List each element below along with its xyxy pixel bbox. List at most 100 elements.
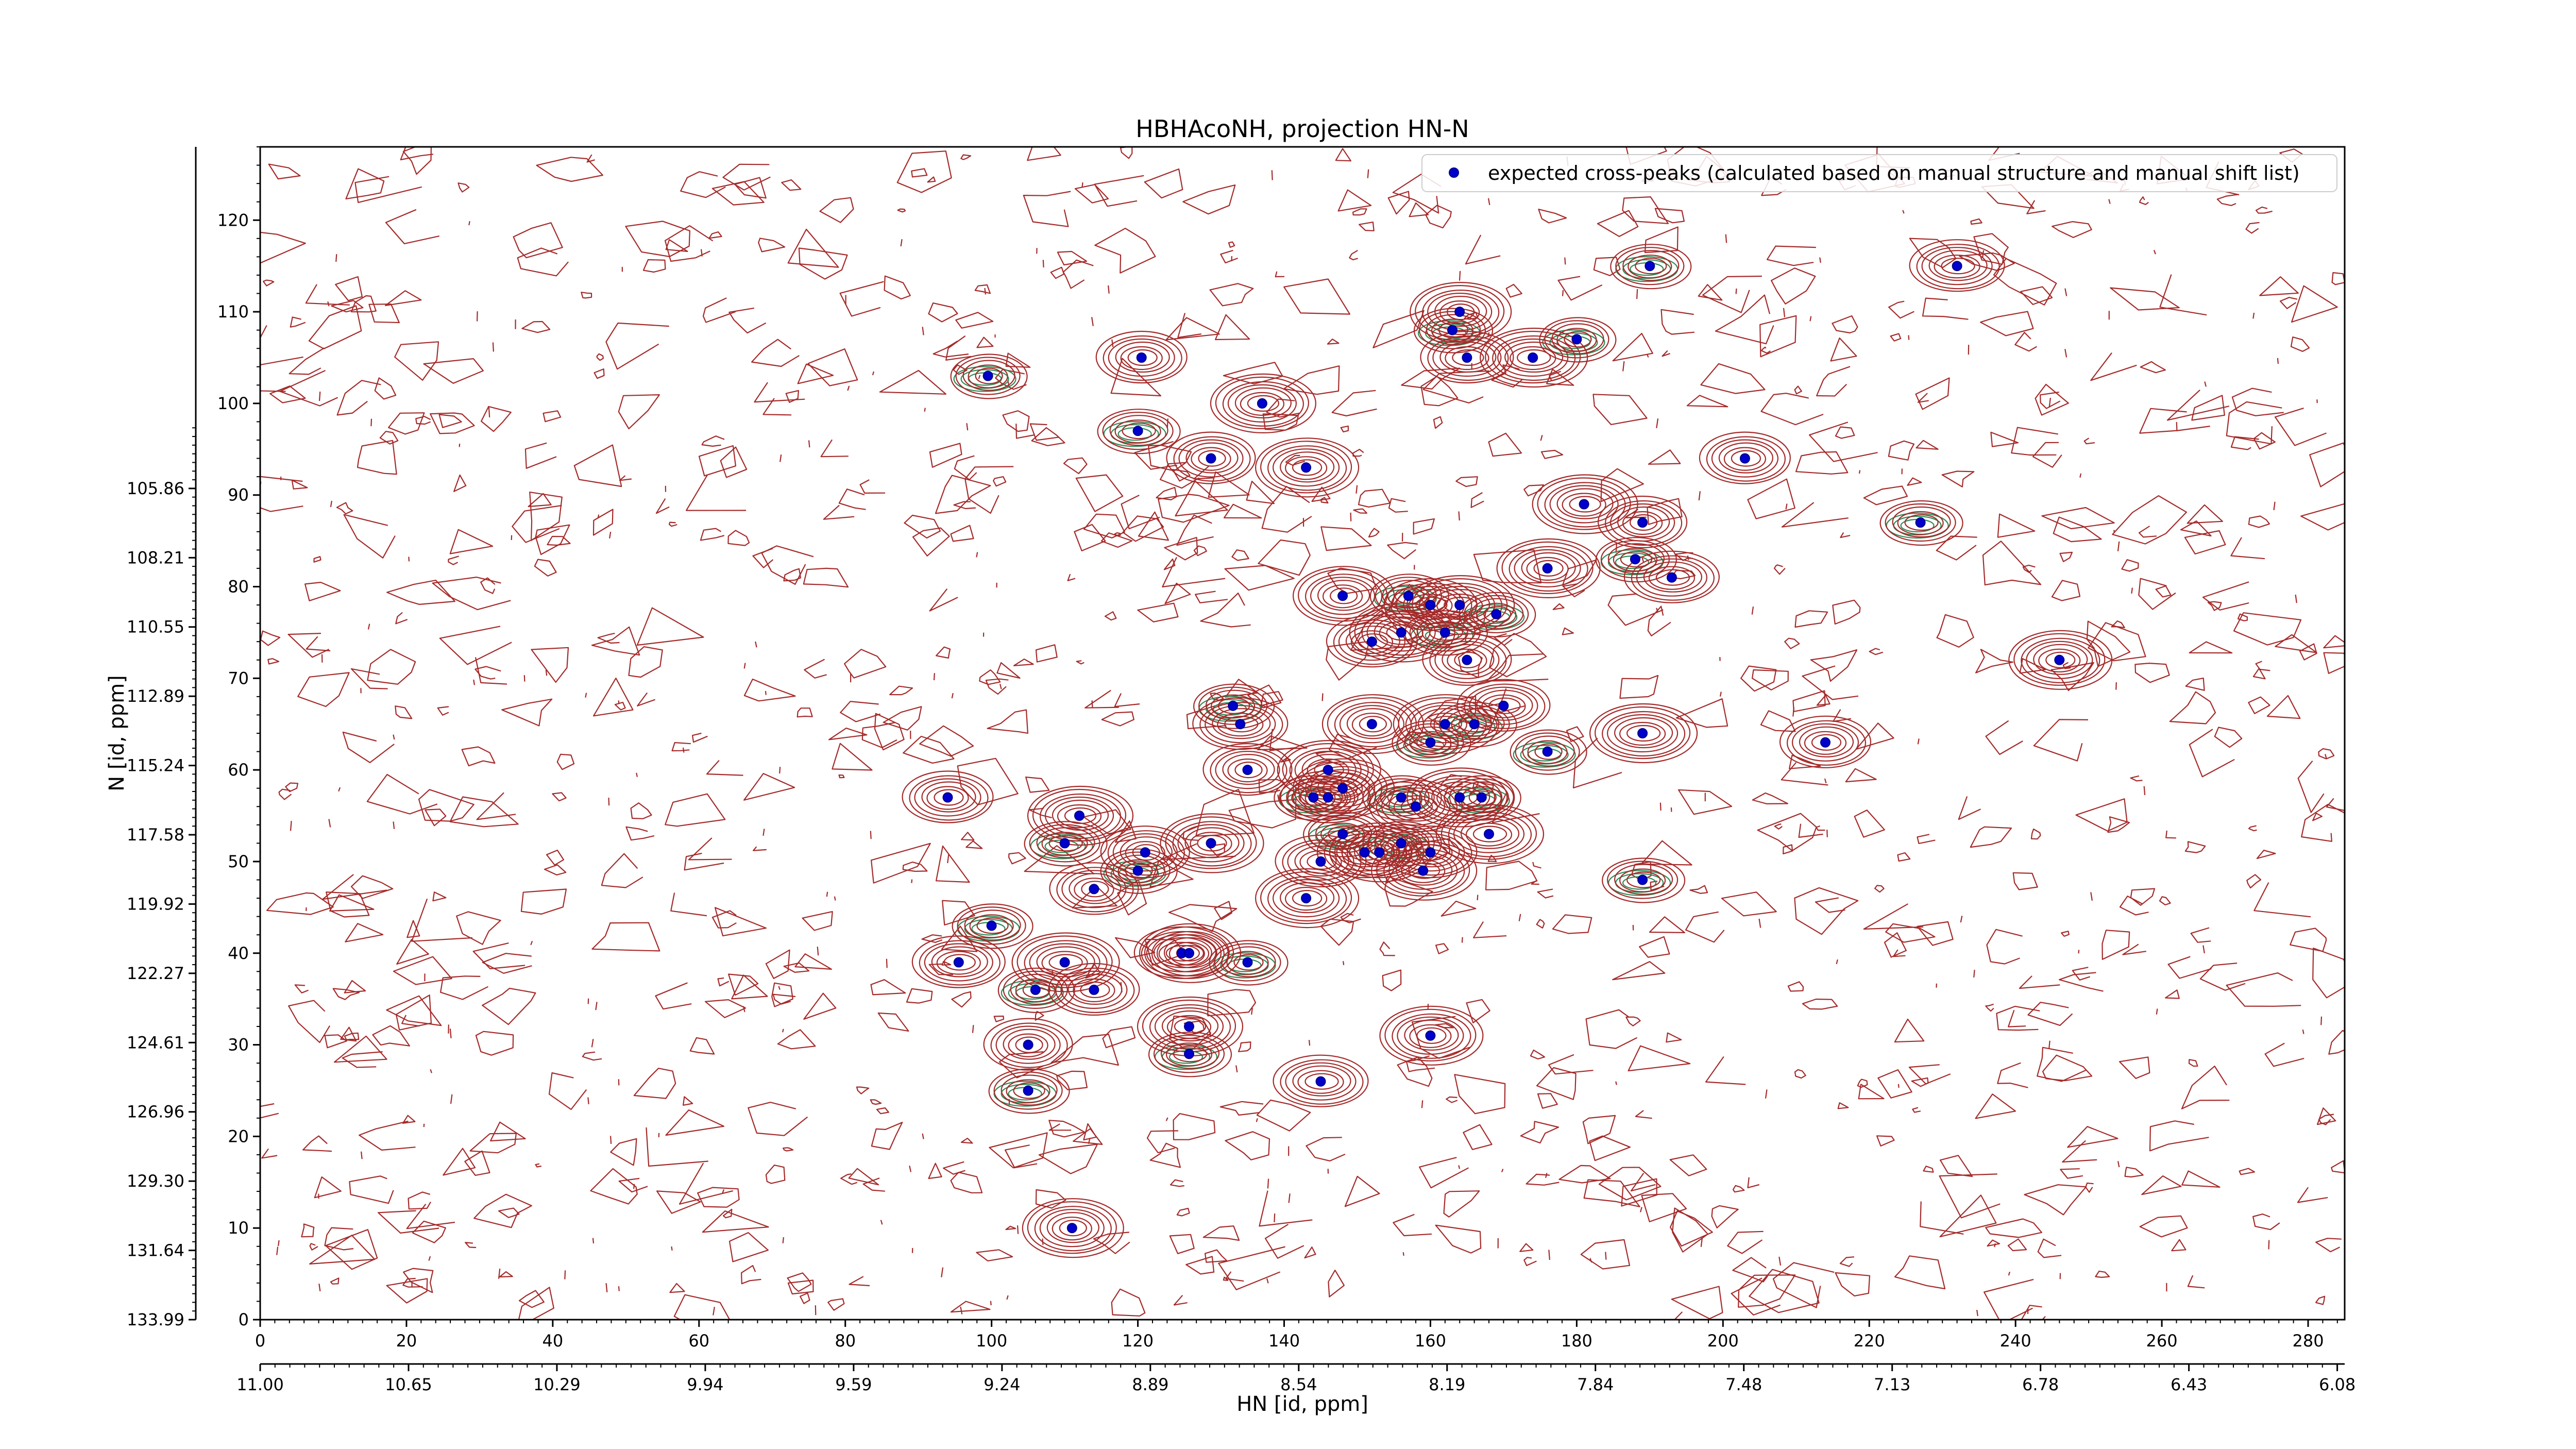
- noise-contour: [1269, 729, 1297, 751]
- noise-contour: [1320, 497, 1329, 504]
- negative-contour: [1520, 745, 1569, 765]
- noise-dash: [1994, 1243, 1996, 1248]
- peak-contour: [1222, 381, 1304, 427]
- noise-contour: [1485, 861, 1538, 890]
- noise-dash: [1091, 317, 1094, 326]
- peak-contour: [2021, 637, 2100, 683]
- noise-contour: [1048, 1120, 1085, 1138]
- noise-contour: [2181, 1170, 2221, 1188]
- peak-contour: [1022, 981, 1050, 999]
- noise-contour: [596, 353, 604, 361]
- noise-contour: [1993, 258, 2057, 306]
- expected-cross-peak: [1257, 398, 1267, 409]
- noise-contour: [1093, 1232, 1130, 1254]
- noise-dash: [2048, 1040, 2050, 1049]
- expected-cross-peak: [1359, 847, 1370, 858]
- noise-contour: [1023, 191, 1071, 227]
- expected-cross-peak: [1308, 792, 1319, 803]
- peak-contour: [1001, 1074, 1058, 1106]
- noise-contour: [665, 793, 726, 827]
- noise-contour: [953, 364, 968, 375]
- noise-dash: [597, 514, 600, 518]
- noise-contour: [1789, 754, 1821, 769]
- noise-contour: [2216, 194, 2239, 206]
- noise-dash: [722, 1189, 725, 1194]
- noise-dash: [327, 301, 330, 307]
- peak-contour: [1433, 702, 1517, 748]
- noise-contour: [2297, 1187, 2328, 1203]
- peak-contour: [1016, 935, 1113, 988]
- peak-contour: [1345, 626, 1400, 657]
- peak-contour: [1273, 879, 1340, 918]
- noise-contour: [1379, 941, 1395, 956]
- peak-contour: [1527, 740, 1568, 764]
- noise-contour: [762, 398, 792, 416]
- noise-contour: [1795, 451, 1849, 475]
- peak-contour: [1115, 341, 1170, 373]
- noise-contour: [490, 1121, 526, 1142]
- expected-cross-peak: [942, 792, 953, 803]
- noise-dash: [1700, 1238, 1703, 1247]
- noise-contour: [646, 1127, 708, 1167]
- noise-contour: [797, 363, 834, 384]
- noise-contour: [751, 339, 800, 367]
- noise-contour: [787, 1272, 812, 1292]
- noise-contour: [961, 832, 975, 841]
- peak-contour: [2008, 630, 2113, 690]
- noise-contour: [1837, 1102, 1849, 1109]
- x-tick-label: 40: [543, 1331, 564, 1351]
- noise-contour: [304, 582, 341, 601]
- peak-contour: [1292, 459, 1323, 476]
- noise-contour: [1752, 792, 1788, 804]
- peak-contour: [926, 786, 969, 810]
- peak-contour: [1074, 878, 1114, 902]
- noise-contour: [1689, 885, 1708, 894]
- noise-contour: [336, 502, 353, 515]
- noise-contour: [1835, 426, 1855, 439]
- noise-contour: [1002, 410, 1030, 432]
- noise-dash: [1308, 1039, 1311, 1046]
- x-tick-label: 0: [255, 1331, 265, 1351]
- peak-contour: [1139, 923, 1242, 983]
- noise-dash: [743, 663, 746, 669]
- noise-contour: [1538, 209, 1567, 224]
- legend-label: expected cross-peaks (calculated based o…: [1488, 162, 2300, 184]
- expected-cross-peak: [1059, 957, 1070, 968]
- noise-contour: [1662, 350, 1670, 357]
- peak-contour: [1198, 450, 1226, 467]
- y-ppm-tick-label: 112.89: [127, 686, 184, 706]
- noise-dash: [1824, 778, 1827, 784]
- peak-contour: [1643, 561, 1702, 593]
- peak-contour: [1199, 702, 1283, 748]
- peak-contour: [1387, 835, 1417, 852]
- noise-contour: [1168, 904, 1238, 932]
- peak-contour: [1453, 815, 1525, 853]
- noise-contour: [722, 163, 771, 191]
- noise-contour: [531, 647, 569, 683]
- noise-dash: [393, 734, 395, 740]
- noise-contour: [472, 942, 526, 969]
- peak-contour: [1534, 743, 1563, 760]
- noise-contour: [2083, 437, 2095, 445]
- noise-contour: [582, 1051, 602, 1061]
- noise-contour: [2299, 643, 2317, 661]
- peak-contour: [1107, 830, 1185, 876]
- noise-contour: [1832, 315, 1858, 334]
- noise-contour: [552, 792, 567, 802]
- noise-contour: [928, 302, 958, 323]
- noise-contour: [728, 307, 767, 334]
- noise-dash: [872, 371, 875, 376]
- noise-contour: [1907, 477, 1922, 486]
- peak-contour: [988, 1068, 1070, 1114]
- noise-contour: [449, 529, 494, 554]
- peak-contour: [1069, 873, 1122, 904]
- noise-contour: [518, 1287, 554, 1320]
- peak-contour: [1391, 830, 1472, 876]
- noise-contour: [1802, 665, 1859, 700]
- noise-contour: [473, 1193, 532, 1228]
- noise-contour: [2202, 581, 2249, 611]
- noise-contour: [673, 1294, 731, 1320]
- noise-contour: [1205, 1249, 1228, 1263]
- noise-contour: [439, 626, 512, 665]
- peak-contour: [1375, 781, 1430, 813]
